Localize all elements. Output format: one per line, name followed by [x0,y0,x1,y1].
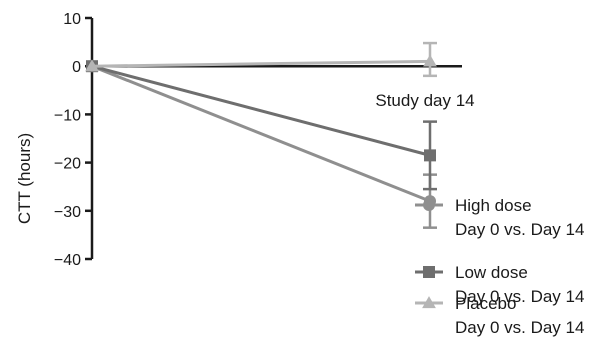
axes-layer: 10 0 −10 −20 −30 −40 [54,11,462,269]
legend-sublabel: Day 0 vs. Day 14 [455,287,584,306]
x-annotation-label: Study day 14 [375,91,474,110]
data-point [424,149,436,162]
series-low-dose [86,60,437,191]
legend-item: High dose Day 0 vs. Day 14 [415,196,584,239]
y-tick-label: 10 [63,11,81,28]
legend-marker [422,296,436,309]
legend-label: Placebo [455,294,516,313]
data-point [85,59,99,72]
series-line [91,64,431,203]
y-tick-label: −20 [54,156,81,173]
y-tick-label: −30 [54,204,81,221]
legend-sublabel: Day 0 vs. Day 14 [455,318,584,337]
y-tick-label: 0 [72,59,81,76]
series-layer [85,41,437,229]
y-tick-label: −40 [54,252,81,269]
legend-marker [423,199,435,211]
legend-layer: High dose Day 0 vs. Day 14 Low dose Day 0 v… [415,196,584,337]
legend-label: Low dose [455,263,528,282]
series-line [91,59,431,68]
legend-item: Low dose Day 0 vs. Day 14 [415,263,584,306]
series-placebo [85,41,437,78]
y-tick-label: −10 [54,107,81,124]
legend-sublabel: Day 0 vs. Day 14 [455,220,584,239]
data-point [423,54,437,67]
legend-label: High dose [455,196,532,215]
series-line [91,64,431,157]
y-axis-label: CTT (hours) [15,133,34,224]
legend-marker [423,266,435,278]
legend-item: Placebo Day 0 vs. Day 14 [415,294,584,337]
